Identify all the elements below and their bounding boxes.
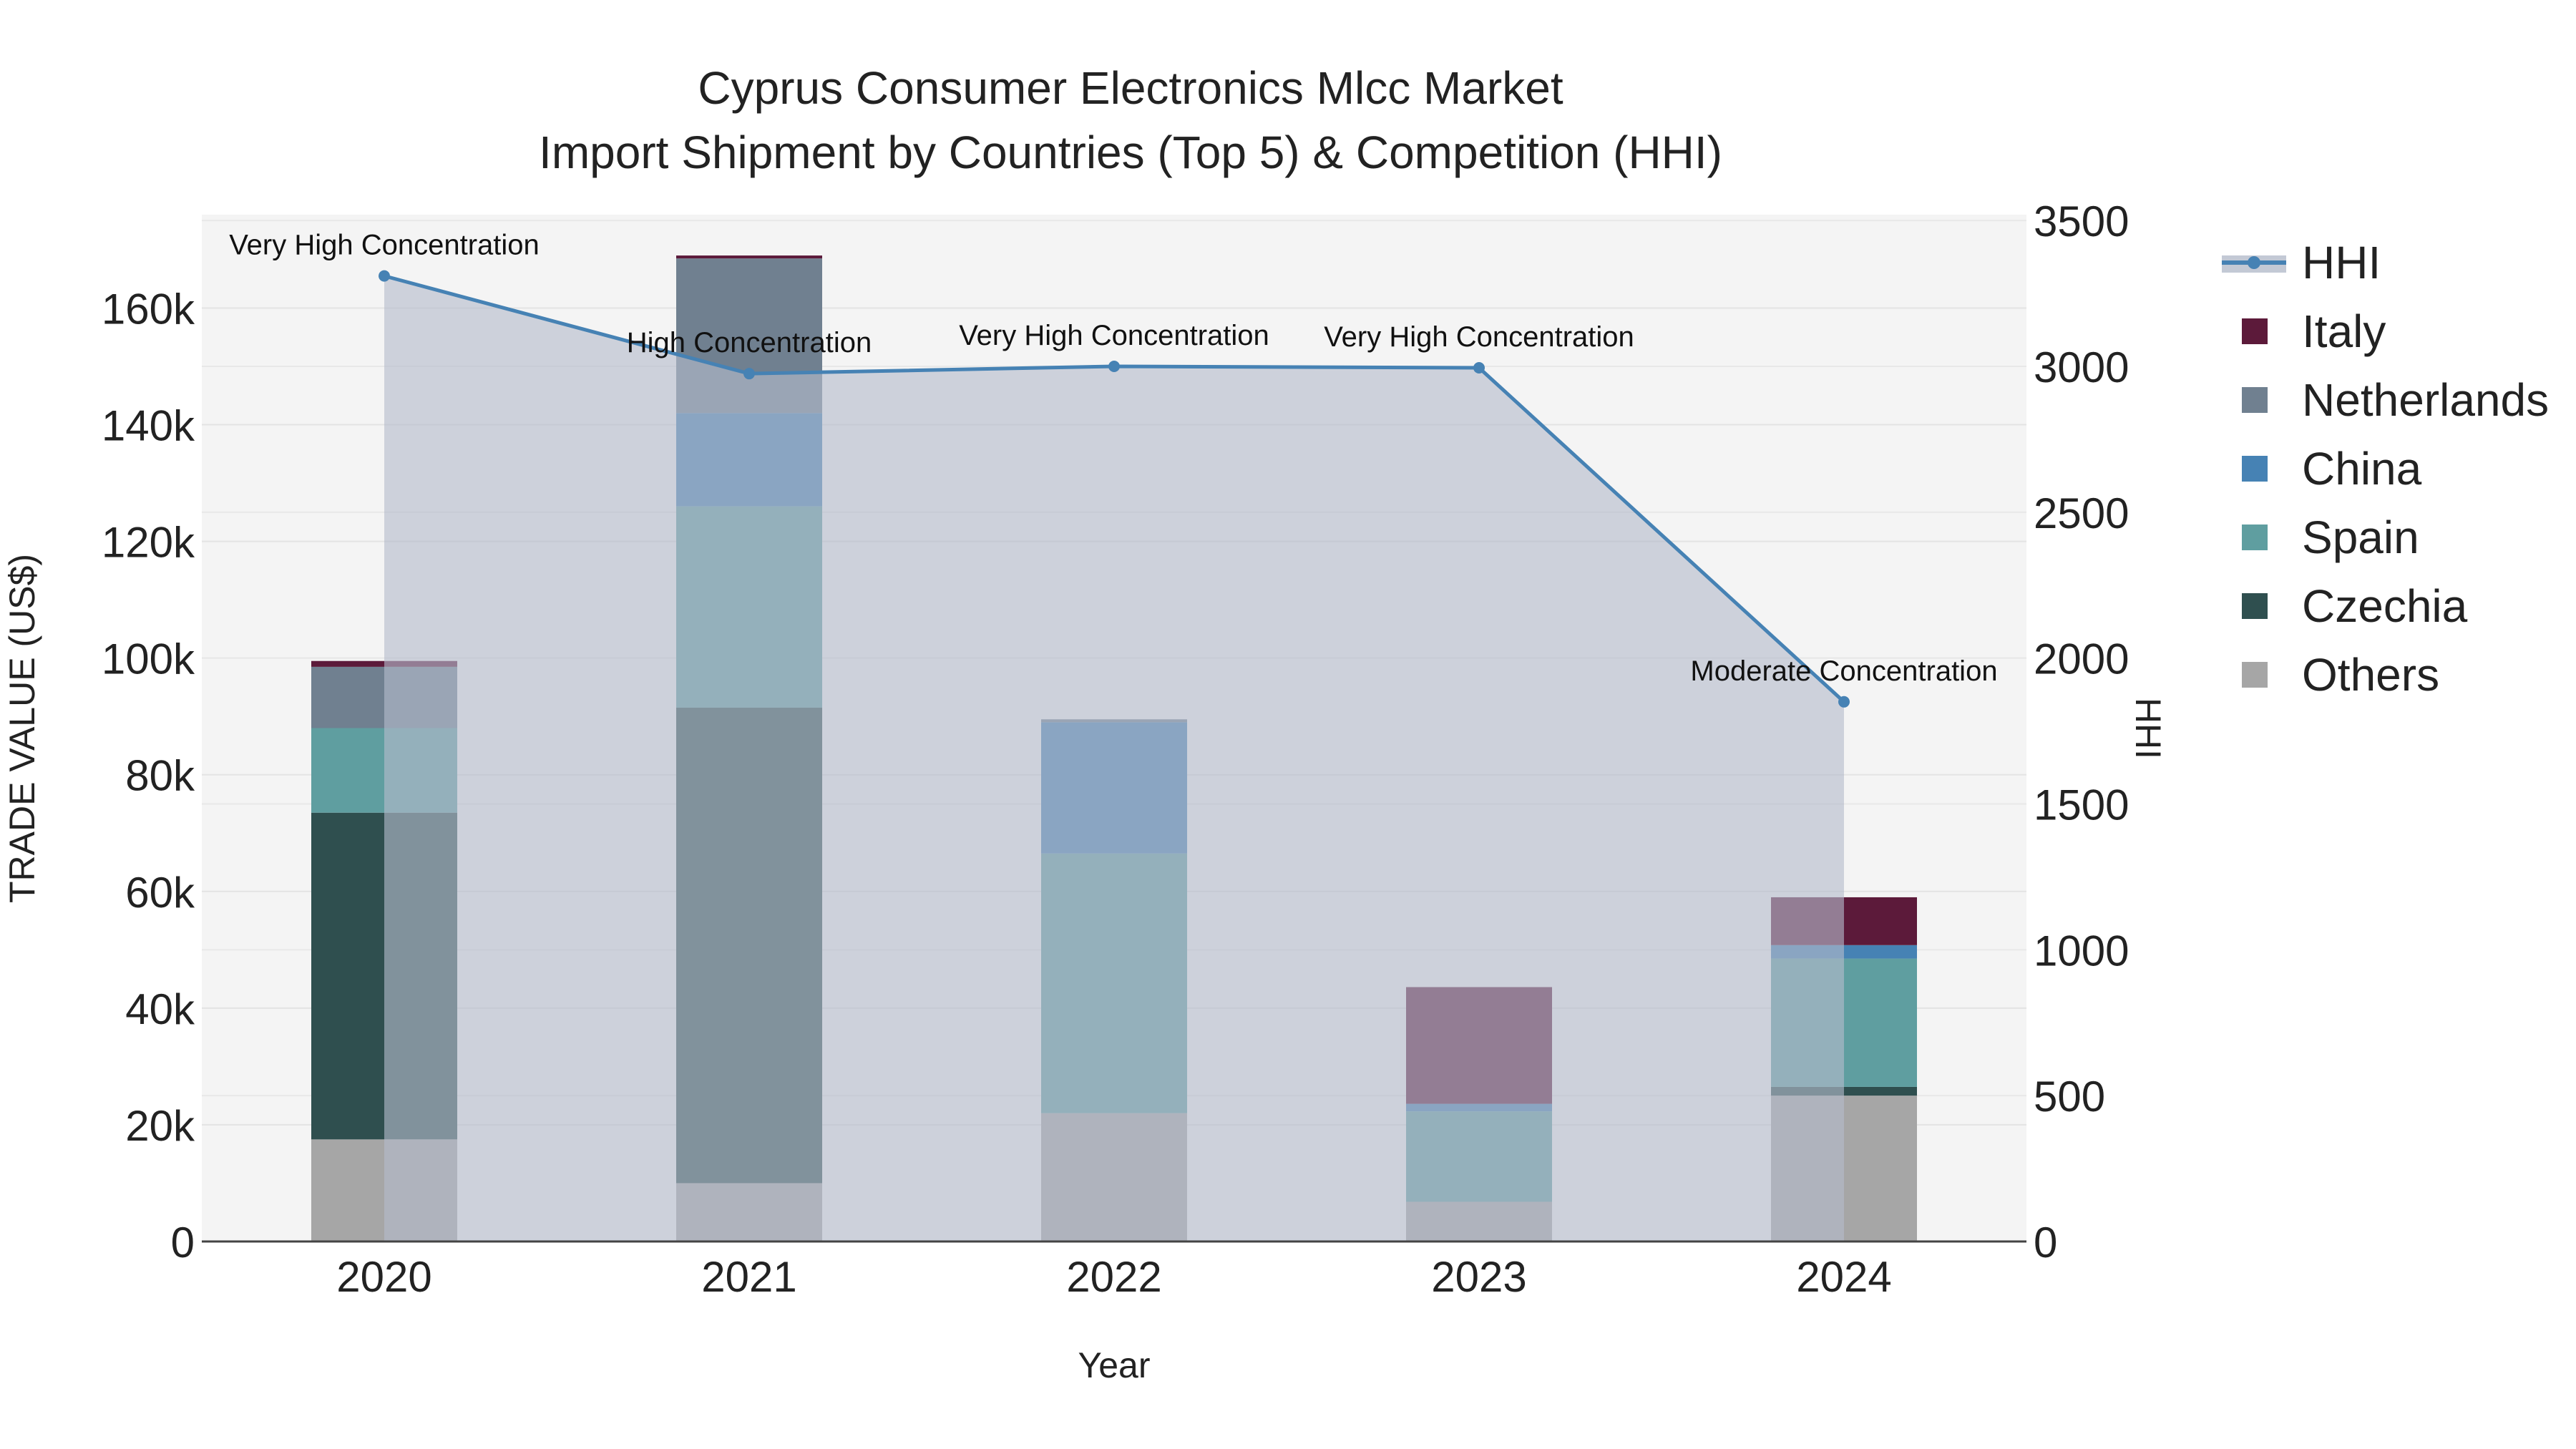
- legend-label-hhi: HHI: [2302, 237, 2381, 288]
- y-tick-label: 20k: [125, 1102, 195, 1150]
- hhi-area-layer: [384, 275, 1844, 1241]
- x-tick-label-2021: 2021: [701, 1253, 796, 1301]
- legend-label-others: Others: [2302, 649, 2439, 701]
- y-tick-label: 0: [171, 1219, 195, 1267]
- legend-label-netherlands: Netherlands: [2302, 374, 2549, 426]
- hhi-area: [384, 275, 1844, 1241]
- y-tick-label: 120k: [102, 519, 195, 567]
- annotations: Very High Concentration High Concentratio…: [229, 230, 1997, 687]
- y-axis-title: TRADE VALUE (US$): [2, 554, 42, 903]
- hhi-annotation-2024: Moderate Concentration: [1690, 655, 1997, 687]
- y2-axis-ticks: 0 500 1000 1500 2000 2500 3000 3500: [2034, 197, 2129, 1267]
- x-tick-label-2020: 2020: [336, 1253, 431, 1301]
- hhi-point-2023: [1473, 362, 1485, 374]
- legend-swatch-netherlands: [2242, 387, 2268, 413]
- legend-label-czechia: Czechia: [2302, 580, 2468, 632]
- hhi-point-2022: [1108, 360, 1120, 372]
- bar-italy-2021: [676, 255, 822, 259]
- y-tick-label: 40k: [125, 985, 195, 1033]
- legend-swatch-italy: [2242, 318, 2268, 344]
- y2-axis-title: HHI: [2128, 698, 2168, 759]
- legend-label-italy: Italy: [2302, 306, 2386, 357]
- chart-title-line-1: Cyprus Consumer Electronics Mlcc Market: [698, 62, 1563, 114]
- chart-title-line-2: Import Shipment by Countries (Top 5) & C…: [539, 127, 1722, 178]
- x-axis-ticks: 2020 2021 2022 2023 2024: [336, 1253, 1891, 1301]
- hhi-point-2024: [1838, 696, 1850, 708]
- x-tick-label-2023: 2023: [1431, 1253, 1526, 1301]
- hhi-annotation-2020: Very High Concentration: [229, 230, 540, 261]
- x-tick-label-2024: 2024: [1796, 1253, 1891, 1301]
- hhi-annotation-2023: Very High Concentration: [1324, 321, 1634, 353]
- y2-tick-label: 3000: [2034, 343, 2129, 391]
- x-tick-label-2022: 2022: [1066, 1253, 1161, 1301]
- y2-tick-label: 3500: [2034, 197, 2129, 245]
- legend: HHI Italy Netherlands China Spain Czechia Othe…: [2222, 237, 2549, 701]
- legend-swatch-others: [2242, 662, 2268, 688]
- y2-tick-label: 500: [2034, 1073, 2105, 1121]
- y-tick-label: 60k: [125, 869, 195, 917]
- y-axis-ticks: 0 20k 40k 60k 80k 100k 120k 140k 160k: [102, 285, 195, 1267]
- y2-tick-label: 1500: [2034, 781, 2129, 829]
- hhi-annotation-2022: Very High Concentration: [959, 320, 1269, 351]
- legend-swatch-hhi-marker: [2248, 256, 2260, 269]
- legend-label-spain: Spain: [2302, 512, 2419, 563]
- y-tick-label: 140k: [102, 402, 195, 450]
- hhi-point-2020: [379, 270, 390, 282]
- legend-swatch-spain: [2242, 525, 2268, 550]
- y2-tick-label: 2000: [2034, 635, 2129, 683]
- y2-tick-label: 0: [2034, 1219, 2057, 1267]
- y-tick-label: 80k: [125, 752, 195, 800]
- legend-label-china: China: [2302, 443, 2422, 494]
- legend-swatch-czechia: [2242, 593, 2268, 619]
- y2-tick-label: 2500: [2034, 489, 2129, 537]
- hhi-point-2021: [743, 368, 755, 380]
- y-tick-label: 100k: [102, 635, 195, 683]
- legend-swatch-china: [2242, 456, 2268, 482]
- x-axis-title: Year: [1078, 1345, 1150, 1385]
- y2-tick-label: 1000: [2034, 927, 2129, 975]
- hhi-annotation-2021: High Concentration: [627, 327, 872, 358]
- hhi-line-layer: [379, 270, 1850, 708]
- y-tick-label: 160k: [102, 285, 195, 333]
